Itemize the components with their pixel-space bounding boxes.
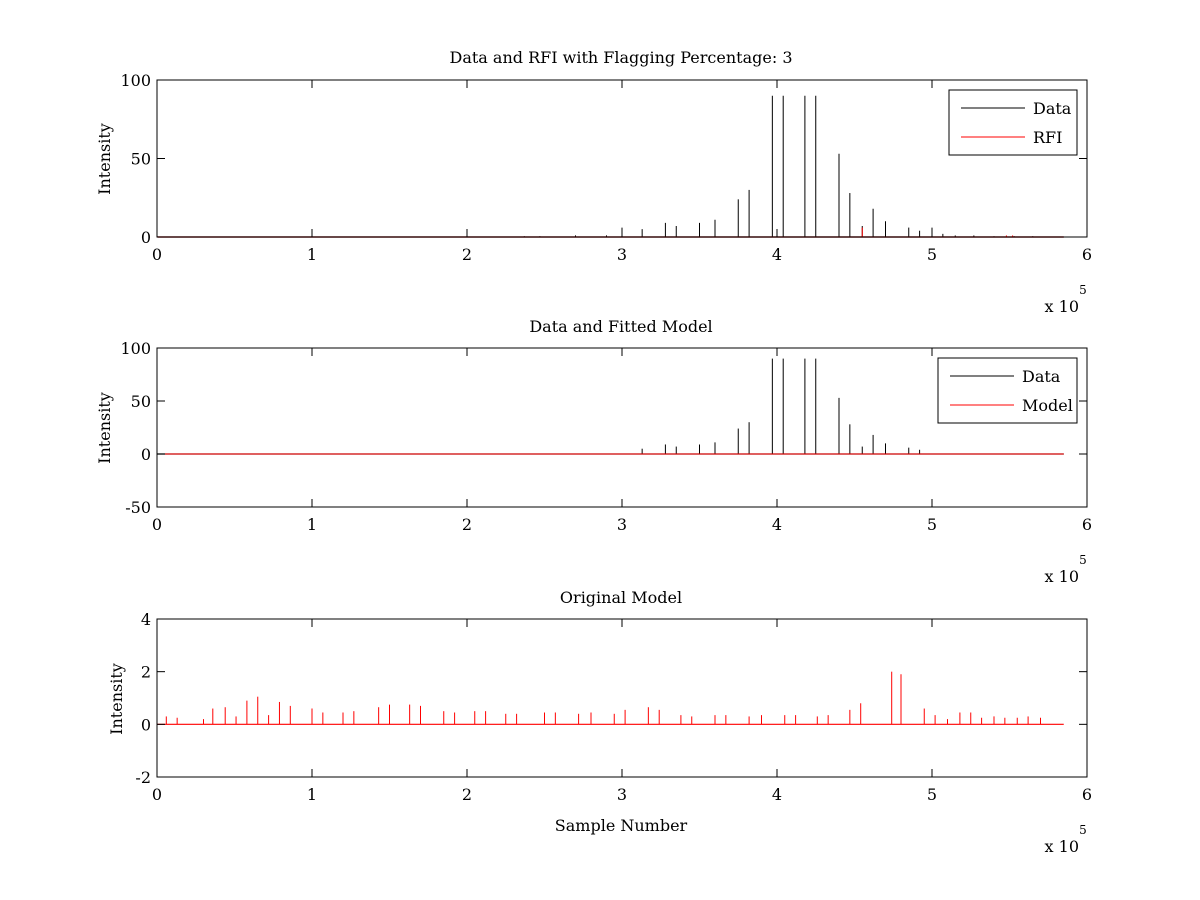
- legend-entry-data: Data: [1033, 99, 1072, 118]
- x-exponent-label: x 10: [1045, 837, 1079, 856]
- legend-entry-model: Model: [1022, 396, 1073, 415]
- x-tick-label: 5: [927, 785, 937, 804]
- x-exponent-label: x 10: [1045, 297, 1079, 316]
- y-tick-label: 4: [141, 610, 151, 629]
- y-tick-label: 2: [141, 663, 151, 682]
- x-tick-label: 3: [617, 785, 627, 804]
- legend-box: [937, 357, 1078, 424]
- y-axis-label: Intensity: [107, 663, 126, 735]
- x-tick-label: 2: [462, 785, 472, 804]
- x-tick-label: 1: [307, 785, 317, 804]
- y-tick-label: 100: [120, 339, 151, 358]
- x-tick-label: 6: [1082, 245, 1092, 264]
- series-model: [157, 671, 1064, 725]
- x-tick-label: 4: [772, 785, 782, 804]
- x-tick-label: 3: [617, 245, 627, 264]
- panel-original-model: Original Model Intensity Sample Number 0…: [107, 588, 1092, 856]
- legend-entry-data: Data: [1022, 367, 1061, 386]
- y-tick-label: 0: [141, 228, 151, 247]
- panel-title: Original Model: [560, 588, 682, 607]
- y-axis-label: Intensity: [95, 392, 114, 464]
- x-tick-label: 5: [927, 245, 937, 264]
- x-tick-label: 3: [617, 515, 627, 534]
- y-tick-label: -50: [125, 498, 151, 517]
- x-tick-label: 1: [307, 245, 317, 264]
- x-exponent-power: 5: [1079, 823, 1087, 837]
- x-tick-label: 6: [1082, 515, 1092, 534]
- x-exponent-power: 5: [1079, 553, 1087, 567]
- legend-box: [948, 89, 1078, 156]
- x-exponent-power: 5: [1079, 283, 1087, 297]
- y-tick-label: 100: [120, 71, 151, 90]
- x-tick-label: 0: [152, 245, 162, 264]
- x-tick-label: 4: [772, 515, 782, 534]
- y-tick-label: 50: [131, 150, 151, 169]
- y-tick-label: -2: [135, 768, 151, 787]
- x-exponent-label: x 10: [1045, 567, 1079, 586]
- x-tick-label: 6: [1082, 785, 1092, 804]
- panel-title: Data and Fitted Model: [529, 317, 712, 336]
- x-tick-label: 0: [152, 515, 162, 534]
- legend: Data Model: [937, 357, 1078, 424]
- x-tick-label: 1: [307, 515, 317, 534]
- x-tick-label: 4: [772, 245, 782, 264]
- panel-title: Data and RFI with Flagging Percentage: 3: [449, 48, 792, 67]
- y-axis-label: Intensity: [95, 123, 114, 195]
- legend-entry-rfi: RFI: [1033, 128, 1062, 147]
- x-tick-label: 0: [152, 785, 162, 804]
- x-tick-label: 5: [927, 515, 937, 534]
- panel-data-rfi: Data and RFI with Flagging Percentage: 3…: [95, 48, 1092, 316]
- x-axis-label: Sample Number: [555, 816, 688, 835]
- y-tick-label: 0: [141, 715, 151, 734]
- y-tick-label: 0: [141, 445, 151, 464]
- legend: Data RFI: [948, 89, 1078, 156]
- x-tick-label: 2: [462, 515, 472, 534]
- y-tick-label: 50: [131, 392, 151, 411]
- panel-data-model: Data and Fitted Model Intensity 0 1 2 3 4 5 6 x…: [95, 317, 1092, 586]
- x-tick-label: 2: [462, 245, 472, 264]
